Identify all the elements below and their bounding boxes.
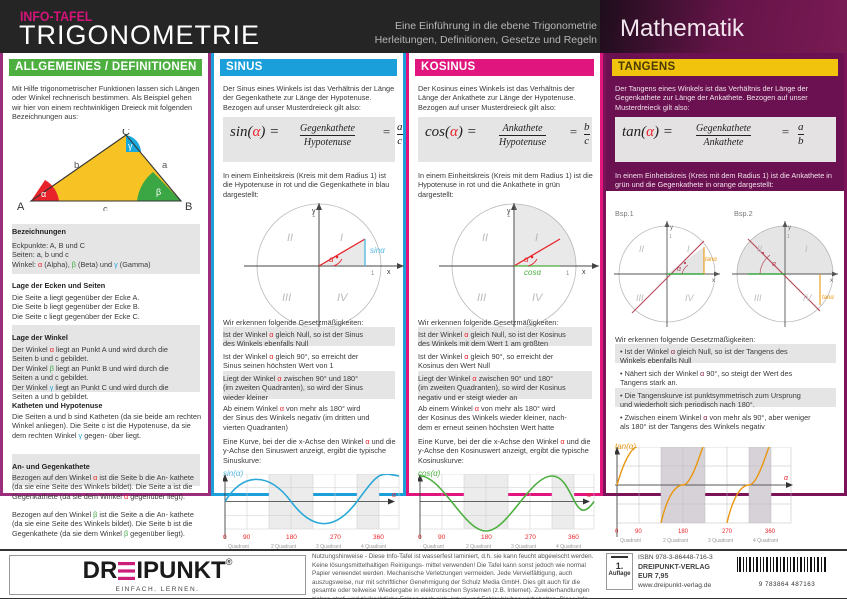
svg-text:1: 1 <box>669 234 672 240</box>
svg-text:α: α <box>587 492 592 499</box>
svg-text:γ: γ <box>128 141 133 151</box>
svg-text:· Quadrant: · Quadrant <box>617 538 642 544</box>
svg-text:α: α <box>524 255 529 264</box>
svg-text:1: 1 <box>371 271 375 277</box>
svg-text:x: x <box>712 278 715 284</box>
svg-text:270: 270 <box>525 534 536 541</box>
svg-text:sinα: sinα <box>370 246 385 255</box>
svg-text:0: 0 <box>418 534 422 541</box>
svg-text:II: II <box>482 232 488 244</box>
svg-text:β: β <box>156 187 161 197</box>
svg-text:1: 1 <box>787 234 790 240</box>
svg-text:x: x <box>387 269 391 276</box>
svg-text:II: II <box>287 232 293 244</box>
svg-text:90: 90 <box>438 534 446 541</box>
svg-text:a: a <box>162 160 168 171</box>
svg-text:α: α <box>784 475 789 482</box>
svg-text:b: b <box>74 160 79 171</box>
svg-text:c: c <box>103 204 108 211</box>
svg-text:4 Quadrant: 4 Quadrant <box>753 538 779 544</box>
svg-text:180: 180 <box>286 534 297 541</box>
svg-text:III: III <box>477 292 486 304</box>
svg-text:IV: IV <box>803 293 813 303</box>
svg-text:IV: IV <box>337 292 349 304</box>
svg-text:IV: IV <box>532 292 544 304</box>
svg-text:180: 180 <box>678 529 689 535</box>
svg-text:180: 180 <box>481 534 492 541</box>
svg-text:0: 0 <box>223 534 227 541</box>
svg-text:90: 90 <box>635 529 642 535</box>
svg-text:II: II <box>639 244 645 254</box>
svg-text:2 Quadrant: 2 Quadrant <box>663 538 689 544</box>
svg-text:0: 0 <box>615 529 619 535</box>
svg-text:cosα: cosα <box>524 268 541 277</box>
svg-text:III: III <box>282 292 291 304</box>
svg-text:3 Quadrant: 3 Quadrant <box>708 538 734 544</box>
svg-text:C: C <box>122 129 130 138</box>
svg-text:A: A <box>17 201 25 211</box>
svg-text:α: α <box>392 492 397 499</box>
svg-text:y: y <box>670 225 673 231</box>
svg-text:90: 90 <box>243 534 251 541</box>
svg-text:α: α <box>41 189 46 199</box>
svg-text:y: y <box>788 225 791 231</box>
svg-text:360: 360 <box>765 529 776 535</box>
svg-text:1: 1 <box>566 271 570 277</box>
svg-text:270: 270 <box>722 529 733 535</box>
svg-text:IV: IV <box>685 293 695 303</box>
svg-text:tanα: tanα <box>705 257 717 263</box>
svg-text:360: 360 <box>373 534 384 541</box>
svg-text:II: II <box>757 244 763 254</box>
svg-text:I: I <box>687 244 690 254</box>
svg-text:I: I <box>340 232 343 244</box>
svg-text:III: III <box>754 293 762 303</box>
svg-text:360: 360 <box>568 534 579 541</box>
svg-text:III: III <box>636 293 644 303</box>
svg-text:270: 270 <box>330 534 341 541</box>
svg-text:tanα: tanα <box>822 295 834 301</box>
svg-text:B: B <box>185 201 192 211</box>
svg-text:x: x <box>830 278 833 284</box>
svg-text:x: x <box>582 269 586 276</box>
svg-text:α: α <box>329 255 334 264</box>
